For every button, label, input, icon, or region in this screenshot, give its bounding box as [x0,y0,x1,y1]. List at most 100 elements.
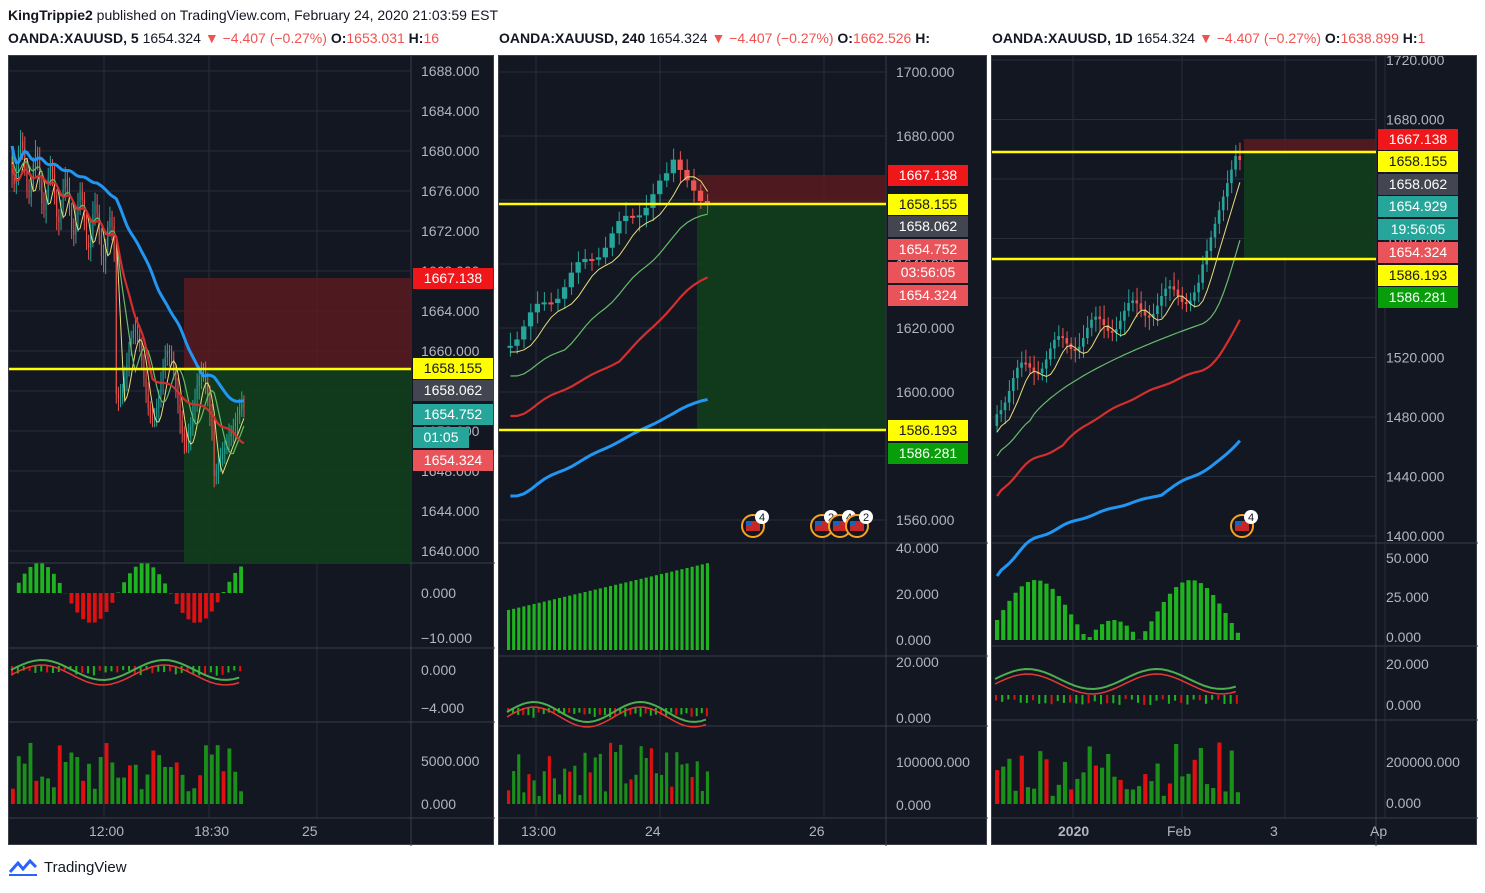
macd-histogram-bar [1143,695,1146,705]
volume-bar [1087,746,1092,804]
chart-panel-5m[interactable]: 1688.000 1684.000 1680.000 1676.000 1672.000… [8,55,495,846]
tradingview-logo-icon[interactable] [8,858,38,876]
momentum-bar [568,595,572,650]
osc1-tick: 40.000 [896,540,939,556]
symbol-name[interactable]: OANDA:XAUUSD, 240 [499,30,646,46]
momentum-bar [22,573,27,593]
price-label-box [888,443,968,464]
chart-svg[interactable]: 1688.000 1684.000 1680.000 1676.000 1672.000… [9,56,495,846]
volume-bar [654,773,658,804]
macd-histogram-bar [1044,695,1047,704]
open-value: 1653.031 [346,30,405,46]
chart-panel-1d[interactable]: 1720.0001680.0001640.0001600.0001560.000… [991,55,1478,846]
candle [58,216,60,223]
macd-histogram-bar [1192,695,1195,700]
volume-bar [51,787,56,804]
candle [1049,348,1052,360]
time-tick: 2020 [1058,823,1089,839]
momentum-bar [1087,637,1092,640]
price-label: 1654.929 [1389,198,1448,214]
symbol-name[interactable]: OANDA:XAUUSD, 1D [992,30,1133,46]
candle [22,140,24,148]
momentum-bar [104,593,109,612]
macd-histogram-bar [51,666,54,674]
candle [1156,305,1159,314]
volume-bar [110,762,115,804]
volume-tick: 100000.000 [896,754,970,770]
macd-histogram-bar [1223,695,1226,705]
momentum-bar [1062,604,1068,640]
us-flag-icon [746,521,760,531]
chart-svg[interactable]: 1720.0001680.0001640.0001600.0001560.000… [992,56,1478,846]
momentum-bar [157,574,162,593]
momentum-bar [1081,634,1086,640]
publisher-name[interactable]: KingTrippie2 [8,7,93,23]
macd-histogram-bar [46,666,49,673]
candle [684,169,690,181]
volume-bar [1081,772,1086,804]
candle [64,179,66,190]
momentum-bar [583,592,587,650]
volume-bar [239,791,243,804]
volume-bar [1211,787,1216,804]
moving-average-line [510,213,708,377]
candle [995,414,999,426]
volume-bar [558,794,562,804]
macd-histogram-bar [1161,695,1164,700]
candle [1143,309,1147,316]
macd-histogram-bar [644,708,647,714]
macd-histogram-bar [157,666,160,672]
momentum-bar [1180,582,1185,640]
high-value: 1 [1417,30,1426,46]
momentum-bar [1106,620,1111,640]
price-tick: 1700.000 [896,64,955,80]
momentum-bar [995,620,1000,640]
candle [75,222,77,235]
candle [90,234,92,248]
volume-bar [1192,759,1197,804]
momentum-bar [1229,623,1234,640]
price-tick: 1672.000 [421,223,480,239]
price-label: 1654.752 [424,406,483,422]
macd-histogram-bar [168,666,171,672]
volume-bar [75,757,80,804]
momentum-bar [122,582,126,593]
candle [1007,390,1011,403]
candle [677,159,683,170]
price-label: 1658.155 [1389,153,1448,169]
macd-histogram-bar [1155,695,1158,701]
momentum-bar [1038,580,1043,640]
candle [26,169,28,191]
osc2-tick: 0.000 [896,710,931,726]
volume-bar [1038,751,1043,804]
macd-histogram-bar [1137,695,1140,703]
candle [228,437,230,443]
event-count: 4 [1248,512,1254,524]
open-label: O: [1324,30,1341,46]
candle [107,227,109,247]
momentum-bar [522,606,526,650]
momentum-bar [603,587,607,650]
macd-histogram-bar [1118,695,1121,705]
volume-bar [1093,765,1098,804]
volume-tick: 200000.000 [1386,754,1460,770]
candle [1106,325,1110,331]
chart-svg[interactable]: 1700.0001680.0001660.0001640.0001620.000… [499,56,988,846]
momentum-bar [649,576,653,650]
momentum-bar [1174,587,1179,640]
volume-bar [69,752,74,804]
candle [179,404,181,421]
candle [629,215,636,218]
price-label-box [1378,151,1458,172]
candle [45,197,47,210]
momentum-bar [563,596,567,650]
macd-histogram-bar [1124,695,1127,700]
candle [177,387,179,405]
volume-bar [593,757,597,804]
chart-panel-240[interactable]: 1700.0001680.0001660.0001640.0001620.000… [498,55,988,846]
candle [62,189,64,210]
candle [1032,367,1036,373]
symbol-name[interactable]: OANDA:XAUUSD, 5 [8,30,139,46]
brand-name[interactable]: TradingView [44,858,127,876]
candle [209,397,211,414]
